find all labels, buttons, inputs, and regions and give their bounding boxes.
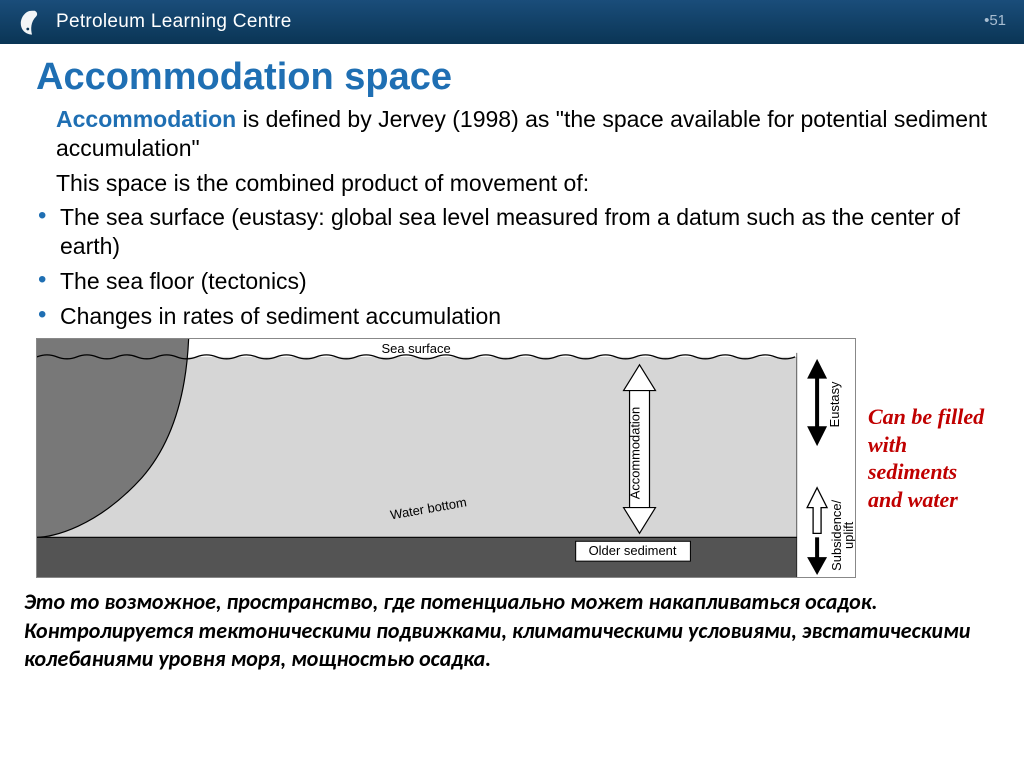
russian-caption: Это то возможное, пространство, где поте… (0, 588, 1024, 674)
slide-content: Accommodation space Accommodation is def… (0, 44, 1024, 578)
definition-paragraph: Accommodation is defined by Jervey (1998… (56, 105, 988, 163)
bullet-item: Changes in rates of sediment accumulatio… (36, 302, 988, 331)
intro-line: This space is the combined product of mo… (56, 169, 988, 198)
subsidence-label-2: uplift (841, 522, 855, 550)
slide-number: •51 (984, 12, 1006, 29)
sea-surface-label: Sea surface (381, 341, 450, 356)
bullet-item: The sea surface (eustasy: global sea lev… (36, 203, 988, 261)
bullet-item: The sea floor (tectonics) (36, 267, 988, 296)
bullet-list: The sea surface (eustasy: global sea lev… (36, 203, 988, 330)
diagram-row: Sea surface Water bottom Older sediment … (36, 338, 988, 578)
side-note: Can be filled with sediments and water (868, 403, 988, 513)
eustasy-label: Eustasy (827, 381, 842, 427)
older-sediment-label: Older sediment (589, 543, 677, 558)
accommodation-label: Accommodation (627, 407, 642, 499)
brand-title: Petroleum Learning Centre (56, 11, 292, 33)
accommodation-term: Accommodation (56, 106, 236, 132)
accommodation-diagram: Sea surface Water bottom Older sediment … (36, 338, 856, 578)
slide-title: Accommodation space (36, 56, 988, 99)
slide-header: Petroleum Learning Centre •51 (0, 0, 1024, 44)
brand-logo-icon (18, 8, 46, 36)
